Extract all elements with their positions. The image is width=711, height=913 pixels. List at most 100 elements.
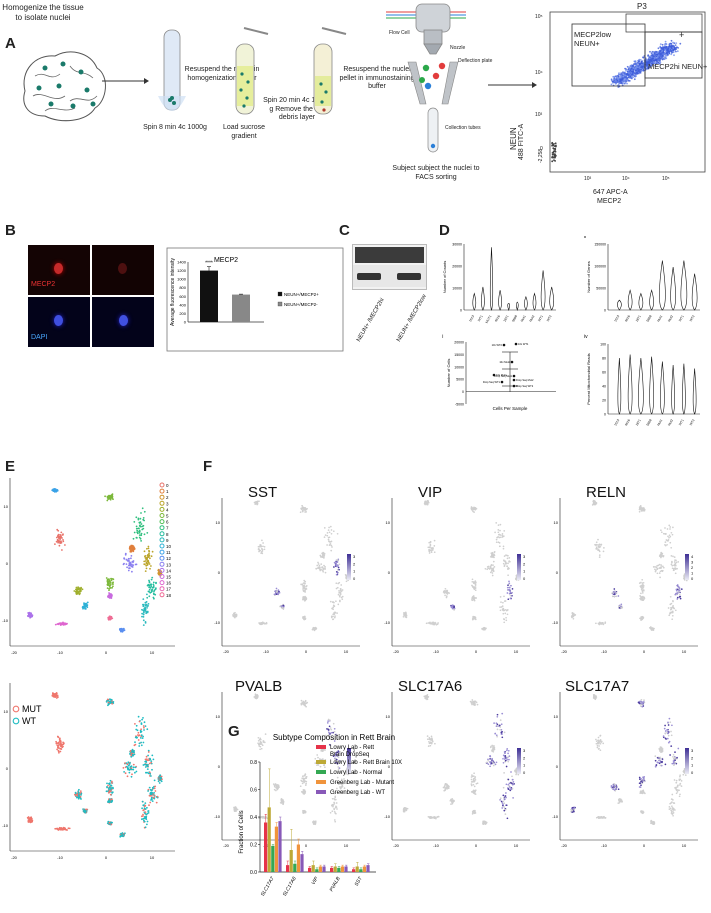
f-cell [328, 536, 331, 539]
umap-cell [108, 495, 111, 497]
facs-event [643, 62, 645, 65]
facs-event [649, 50, 651, 53]
f-ytick: -10 [384, 620, 391, 625]
f-cell [281, 801, 284, 804]
f-cell [233, 614, 236, 617]
f-cell [676, 584, 679, 586]
umap-cell [141, 615, 143, 618]
f-cell [641, 595, 643, 598]
f-cell [507, 588, 509, 591]
facs-event [553, 153, 556, 156]
e-cluster-label: 15 [166, 575, 172, 580]
umap-cell [151, 795, 153, 797]
facs-event [551, 153, 554, 156]
f-cell [330, 728, 333, 731]
f-cell [274, 783, 277, 785]
umap-cell [121, 835, 123, 838]
f-cell [318, 564, 321, 567]
umap-cell [112, 581, 114, 584]
f-cell [508, 592, 511, 595]
facs-event [640, 61, 642, 64]
f-cell [500, 606, 503, 608]
f-cell [343, 787, 346, 789]
f-cell [501, 533, 504, 535]
f-cell [427, 696, 430, 698]
f-cell [471, 699, 474, 701]
umap-cell [135, 527, 138, 530]
f-cell [339, 593, 342, 596]
f-cell [275, 789, 277, 792]
f-cell [330, 529, 333, 531]
f-cell [486, 568, 489, 571]
f-cell [341, 783, 344, 785]
umap-cell [158, 782, 161, 784]
f-cell [493, 722, 495, 724]
umap-cell [136, 729, 139, 732]
f-cell [299, 785, 302, 788]
umap-cell [141, 525, 144, 528]
d-point [492, 373, 496, 377]
facs-event [625, 69, 627, 72]
f-cell [600, 543, 603, 546]
e-cluster-swatch [159, 592, 165, 598]
f-cell [330, 615, 333, 618]
f-cell [282, 607, 285, 610]
e-xtick: -10 [57, 855, 64, 860]
f-cell [304, 790, 307, 793]
facs-event [654, 64, 657, 67]
f-cell [339, 782, 342, 785]
umap-cell [142, 741, 145, 744]
f-xtick: -10 [263, 649, 270, 654]
umap-cell [110, 593, 113, 596]
f-cell [313, 628, 315, 631]
umap-cell [60, 541, 63, 544]
f-cell [487, 565, 490, 568]
f-scale-label: 0 [353, 770, 356, 775]
umap-cell [75, 592, 78, 595]
f-cell [337, 768, 340, 770]
facs-event [641, 66, 644, 69]
f-cell [471, 580, 474, 583]
f-cell [511, 591, 513, 594]
f-cell [304, 777, 307, 779]
f-cell [685, 579, 688, 582]
f-cell [302, 597, 304, 600]
umap-cell [132, 766, 135, 769]
umap-cell [144, 607, 146, 610]
facs-event [634, 70, 637, 73]
f-cell [342, 790, 345, 793]
umap-cell [140, 534, 143, 537]
umap-cell [143, 611, 146, 613]
f-cell [471, 703, 473, 706]
umap-cell [149, 757, 151, 760]
e-cluster-swatch [159, 500, 165, 506]
e-cluster-label: 9 [166, 538, 169, 543]
umap-cell [121, 630, 123, 633]
umap-cell [110, 798, 112, 801]
f-cell [259, 741, 262, 744]
f-cell [673, 561, 676, 563]
d-ytick: 10000 [452, 287, 462, 291]
f-ytick: 10 [216, 520, 221, 525]
umap-cell [151, 768, 153, 771]
umap-cell [57, 541, 59, 544]
f-cell [668, 536, 670, 539]
f-cell [315, 567, 318, 570]
f-cell [470, 508, 473, 511]
f-cell [591, 504, 594, 506]
facs-event [617, 79, 620, 82]
f-cell [474, 583, 477, 585]
umap-cell [111, 782, 113, 784]
f-cell [276, 785, 279, 788]
e-xtick: 10 [150, 650, 155, 655]
f-cell [323, 527, 326, 529]
umap-cell [79, 587, 81, 590]
umap-cell [138, 734, 141, 737]
f-cell [265, 622, 268, 625]
umap-cell [128, 763, 131, 765]
umap-cell [152, 793, 154, 796]
f-cell [304, 702, 307, 705]
umap-cell [109, 615, 111, 618]
f-cell [305, 598, 308, 601]
umap-cell [138, 534, 141, 536]
